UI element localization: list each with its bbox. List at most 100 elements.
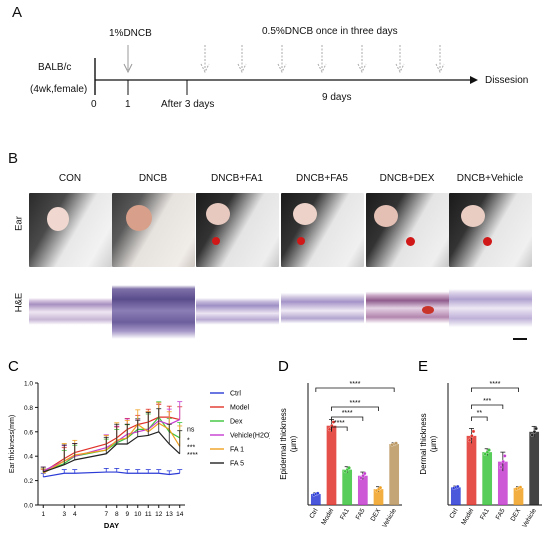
x-tick-label: 3: [62, 511, 66, 518]
x-tick-label: FA5: [355, 507, 367, 521]
significance-bracket: [331, 426, 348, 431]
legend-label: Model: [230, 405, 250, 412]
sensitization-arrow: [123, 45, 133, 74]
x-tick-label: 4: [73, 511, 77, 518]
challenge-arrow: [435, 45, 445, 74]
timeline-graphic: [94, 45, 478, 95]
data-point: [316, 491, 320, 496]
significance-bracket: [471, 387, 519, 392]
x-tick-label: 8: [115, 511, 119, 518]
chart-d-epidermal: D Epidermal thickness (μm) Ctrl Model FA1 FA5 D…: [278, 358, 402, 529]
chart-e-dermal: E Dermal thickness (μm) Ctrl Model FA1 FA5 DEX V…: [418, 358, 542, 529]
x-tick-label: 9: [125, 511, 129, 518]
y-tick-label: 1.0: [24, 381, 33, 388]
x-tick-label: DEX: [509, 507, 522, 523]
data-point: [530, 433, 534, 437]
panel-a-letter: A: [12, 4, 23, 21]
row-label-ear: Ear: [13, 216, 25, 231]
bar-vehicle: [529, 431, 540, 505]
y-tick-label: 0.0: [24, 503, 33, 510]
significance-label: ****: [350, 400, 361, 407]
ear-photo-vehicle: [449, 193, 532, 267]
significance-label: ns: [187, 426, 195, 433]
x-tick-label: Vehicle: [381, 507, 398, 529]
challenge-arrow: [277, 45, 287, 74]
x-tick-label: 14: [176, 511, 184, 518]
challenge-arrow: [357, 45, 367, 74]
timeline-tick-0-label: 0: [91, 99, 97, 110]
data-point: [534, 426, 538, 431]
timeline-arrowhead: [470, 76, 478, 84]
x-axis-label: DAY: [104, 521, 119, 530]
y-tick-label: 0.4: [24, 454, 33, 461]
duration-label: 9 days: [322, 92, 352, 103]
bar-ctrl: [310, 494, 321, 505]
bar-ctrl: [450, 487, 461, 505]
y-tick-label: 0.8: [24, 405, 33, 412]
significance-bracket: [331, 416, 364, 421]
x-tick-label: FA1: [339, 507, 351, 521]
data-point: [471, 429, 476, 434]
ear-photo-dex: [366, 193, 449, 267]
column-headers: CON DNCB DNCB+FA1 DNCB+FA5 DNCB+DEX DNCB…: [0, 173, 550, 187]
significance-label: **: [477, 410, 483, 417]
y-axis-label: (μm): [429, 435, 438, 452]
mouse-info-label: (4wk,female): [30, 84, 88, 95]
ear-photo-dncb: [112, 193, 195, 267]
legend-label: Ctrl: [230, 391, 241, 398]
ear-photo-fa5: [281, 193, 364, 267]
panel-letter: E: [418, 358, 428, 375]
bar-dex: [373, 489, 384, 505]
x-tick-label: Vehicle: [521, 507, 538, 529]
data-point: [499, 465, 503, 470]
challenge-arrow: [395, 45, 405, 74]
data-point: [470, 434, 474, 438]
legend-label: FA 1: [230, 447, 244, 454]
legend-label: FA 5: [230, 461, 244, 468]
x-tick-label: Model: [320, 507, 335, 526]
x-tick-label: FA5: [495, 507, 507, 521]
challenge-arrow: [317, 45, 327, 74]
series-line-ctrl: [43, 471, 180, 478]
scale-bar: [513, 338, 527, 340]
significance-label: ***: [483, 398, 491, 405]
significance-bracket: [331, 406, 379, 411]
data-point: [483, 452, 487, 456]
x-tick-label: Ctrl: [448, 507, 459, 520]
data-point: [487, 448, 491, 452]
dissection-label: Dissesion: [485, 75, 529, 86]
x-tick-label: FA1: [479, 507, 491, 521]
bar-vehicle: [389, 444, 400, 505]
y-axis-label: Dermal thickness: [419, 413, 428, 474]
row-label-he: H&E: [13, 292, 25, 313]
bar-fa1: [342, 469, 353, 505]
y-tick-label: 0.2: [24, 478, 33, 485]
data-point: [331, 420, 336, 424]
data-point: [532, 430, 537, 434]
significance-label: ****: [334, 420, 345, 427]
after-days-label: After 3 days: [161, 99, 215, 110]
bar-fa5: [357, 475, 368, 505]
he-section-vehicle: [449, 280, 532, 344]
he-section-con: [29, 280, 112, 344]
ear-photo-con: [29, 193, 112, 267]
column-head-dex: DNCB+DEX: [379, 173, 435, 184]
x-tick-label: Model: [460, 507, 475, 526]
data-point: [327, 427, 332, 432]
significance-bracket: [315, 387, 395, 392]
he-section-fa1: [196, 280, 279, 344]
data-point: [394, 441, 398, 446]
column-head-vehicle: DNCB+Vehicle: [456, 173, 524, 184]
data-point: [467, 438, 472, 443]
significance-bracket: [471, 404, 504, 409]
sensitization-label: 1%DNCB: [109, 28, 152, 39]
column-head-dncb: DNCB: [138, 173, 168, 184]
significance-label: ****: [187, 452, 198, 459]
panel-c-letter: C: [8, 358, 19, 375]
challenge-label: 0.5%DNCB once in three days: [262, 26, 398, 37]
x-tick-label: Ctrl: [308, 507, 319, 520]
he-section-dex: [366, 280, 449, 344]
bar-model: [466, 435, 477, 505]
panel-letter: D: [278, 358, 289, 375]
challenge-arrow: [237, 45, 247, 74]
